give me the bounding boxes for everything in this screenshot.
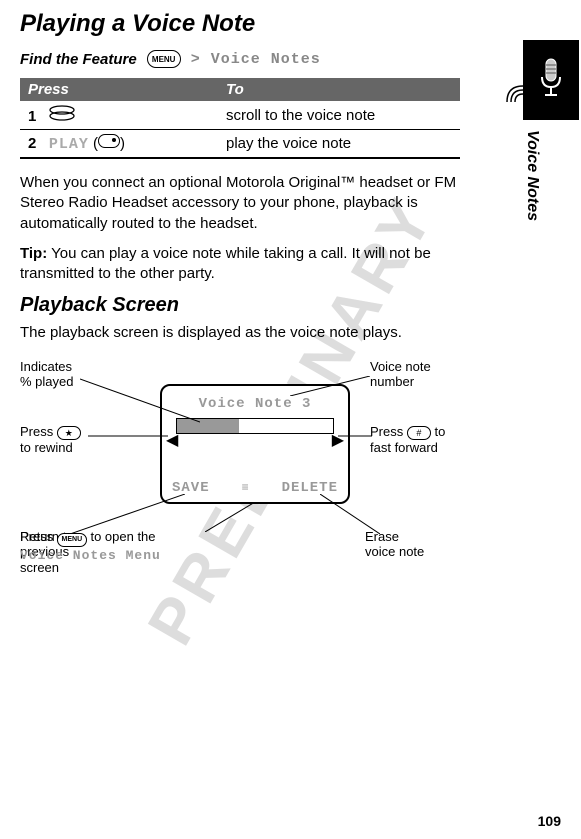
progress-bar — [176, 418, 334, 434]
callout-erase: Erase voice note — [365, 529, 424, 560]
side-tab: Voice Notes — [523, 40, 581, 290]
phone-screen: Voice Note 3 ◀ ▶ SAVE ≡ DELETE — [160, 384, 350, 504]
callout-ff-mid: to — [431, 424, 445, 439]
callout-rewind-pre: Press — [20, 424, 57, 439]
callout-openmenu-pre: Press — [20, 529, 57, 544]
play-label: PLAY — [49, 136, 89, 153]
wireless-icon — [505, 84, 525, 109]
row1-num: 1 — [28, 108, 36, 125]
microphone-icon — [536, 55, 566, 105]
hash-key-icon: # — [407, 426, 431, 440]
row2-action: play the voice note — [218, 130, 460, 159]
delete-softkey: DELETE — [282, 480, 338, 496]
page-number: 109 — [538, 813, 561, 829]
row1-action: scroll to the voice note — [218, 101, 460, 130]
menu-indicator-icon: ≡ — [241, 481, 249, 495]
find-the-feature-row: Find the Feature MENU > Voice Notes — [20, 50, 460, 68]
callout-ff-post: fast forward — [370, 440, 438, 455]
scroll-icon — [49, 105, 75, 121]
find-feature-label: Find the Feature — [20, 51, 137, 68]
feature-path: > Voice Notes — [191, 51, 321, 68]
menu-button-icon-small: MENU — [57, 533, 87, 547]
star-key-icon: ★ — [57, 426, 81, 440]
save-softkey: SAVE — [172, 480, 210, 496]
callout-vn-number: Voice note number — [370, 359, 431, 390]
tip-label: Tip: — [20, 245, 47, 262]
callout-fast-forward: Press # tofast forward — [370, 424, 445, 456]
paragraph-1: When you connect an optional Motorola Or… — [20, 173, 460, 234]
th-to: To — [218, 78, 460, 101]
playback-diagram: Voice Note 3 ◀ ▶ SAVE ≡ DELETE Indicates… — [20, 354, 460, 624]
callout-ff-pre: Press — [370, 424, 407, 439]
paren-open: ( — [93, 135, 98, 152]
tip-paragraph: Tip: You can play a voice note while tak… — [20, 244, 460, 285]
callout-openmenu-mid: to open the — [87, 529, 156, 544]
paren-close: ) — [120, 135, 125, 152]
side-tab-icon-box — [523, 40, 579, 120]
side-tab-label: Voice Notes — [523, 130, 541, 221]
forward-arrow-icon: ▶ — [332, 430, 344, 450]
table-row: 2 PLAY () play the voice note — [20, 130, 460, 159]
table-row: 1 scroll to the voice note — [20, 101, 460, 130]
th-press: Press — [20, 78, 218, 101]
row2-num: 2 — [28, 135, 36, 152]
press-to-table: Press To 1 scroll to the voice note 2 PL… — [20, 78, 460, 159]
softkey-icon — [98, 134, 120, 148]
voice-note-title: Voice Note 3 — [199, 396, 312, 412]
menu-button-icon: MENU — [147, 50, 181, 68]
callout-open-menu: Press MENU to open the Voice Notes Menu — [20, 529, 161, 564]
paragraph-2: The playback screen is displayed as the … — [20, 323, 460, 343]
playback-screen-heading: Playback Screen — [20, 294, 460, 317]
callout-rewind: Press ★ to rewind — [20, 424, 81, 456]
progress-fill — [177, 419, 239, 433]
callout-rewind-post: to rewind — [20, 440, 73, 455]
page-title: Playing a Voice Note — [20, 10, 460, 38]
voice-notes-menu-text: Voice Notes Menu — [20, 548, 161, 563]
callout-percent-played: Indicates % played — [20, 359, 73, 390]
tip-text: You can play a voice note while taking a… — [20, 245, 431, 282]
